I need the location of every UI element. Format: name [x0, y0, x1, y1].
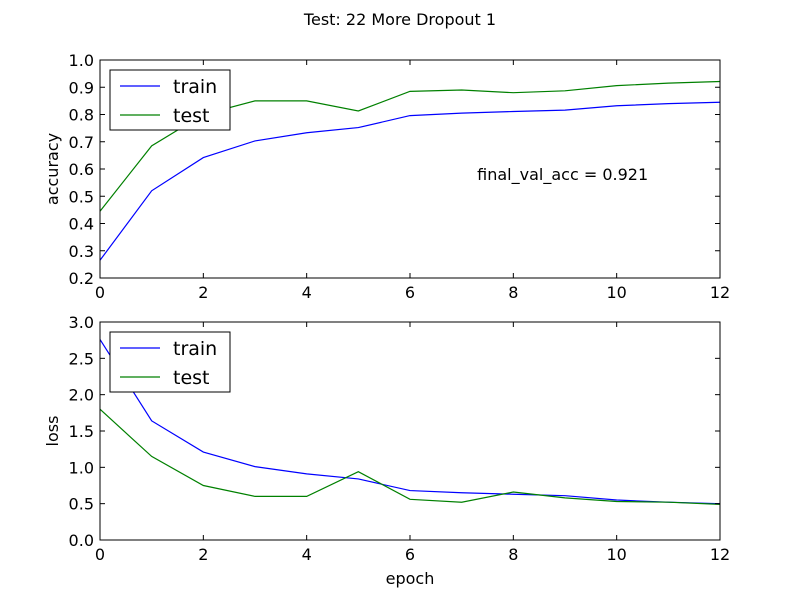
accuracy-xtick-label: 2: [198, 283, 208, 302]
loss-legend: train test: [109, 331, 231, 393]
loss-legend-train-label: train: [173, 338, 217, 360]
loss-ylabel: loss: [43, 416, 62, 447]
loss-xlabel: epoch: [386, 569, 435, 588]
accuracy-ytick-label: 0.9: [69, 78, 94, 97]
loss-ytick-label: 1.5: [69, 422, 94, 441]
accuracy-ytick-label: 0.5: [69, 187, 94, 206]
accuracy-xtick-label: 8: [508, 283, 518, 302]
loss-ytick-label: 2.0: [69, 386, 94, 405]
accuracy-xtick-label: 10: [606, 283, 626, 302]
accuracy-train-line: [99, 101, 721, 261]
accuracy-annotation: final_val_acc = 0.921: [477, 165, 648, 185]
accuracy-ylabel: accuracy: [43, 133, 62, 205]
accuracy-ytick-label: 0.7: [69, 133, 94, 152]
accuracy-legend-test-label: test: [173, 105, 210, 127]
accuracy-ytick-label: 0.3: [69, 242, 94, 261]
loss-ytick-label: 2.5: [69, 349, 94, 368]
accuracy-ytick-label: 1.0: [69, 51, 94, 70]
accuracy-xtick-label: 0: [95, 283, 105, 302]
loss-xtick-label: 2: [198, 545, 208, 564]
loss-train-line: [99, 339, 721, 505]
loss-xtick-label: 12: [710, 545, 730, 564]
loss-xtick-label: 10: [606, 545, 626, 564]
accuracy-ytick-label: 0.2: [69, 269, 94, 288]
accuracy-ytick-label: 0.4: [69, 215, 94, 234]
accuracy-xtick-label: 4: [302, 283, 312, 302]
loss-xtick-label: 6: [405, 545, 415, 564]
loss-xtick-label: 0: [95, 545, 105, 564]
accuracy-legend-box: [109, 69, 231, 131]
loss-xtick-label: 8: [508, 545, 518, 564]
accuracy-ytick-label: 0.6: [69, 160, 94, 179]
loss-legend-test-label: test: [173, 367, 210, 389]
accuracy-xtick-label: 6: [405, 283, 415, 302]
loss-ytick-label: 1.0: [69, 458, 94, 477]
figure-title: Test: 22 More Dropout 1: [303, 10, 496, 29]
accuracy-legend: train test: [109, 69, 231, 131]
loss-xtick-label: 4: [302, 545, 312, 564]
loss-plot: 0 2 4 6 8 10 12 0.0 0.5 1.0 1.5 2.0 2.5 3.0 loss epoch t…: [43, 313, 730, 588]
loss-legend-box: [109, 331, 231, 393]
loss-test-line: [99, 408, 721, 505]
accuracy-legend-train-label: train: [173, 76, 217, 98]
loss-ytick-label: 3.0: [69, 313, 94, 332]
loss-ytick-label: 0.0: [69, 531, 94, 550]
accuracy-ytick-label: 0.8: [69, 106, 94, 125]
accuracy-plot: 0 2 4 6 8 10 12 0.2 0.3 0.4 0.5 0.6 0.7 0.8 0.9 1.0 accu…: [43, 51, 730, 302]
loss-ytick-label: 0.5: [69, 495, 94, 514]
accuracy-xtick-label: 12: [710, 283, 730, 302]
